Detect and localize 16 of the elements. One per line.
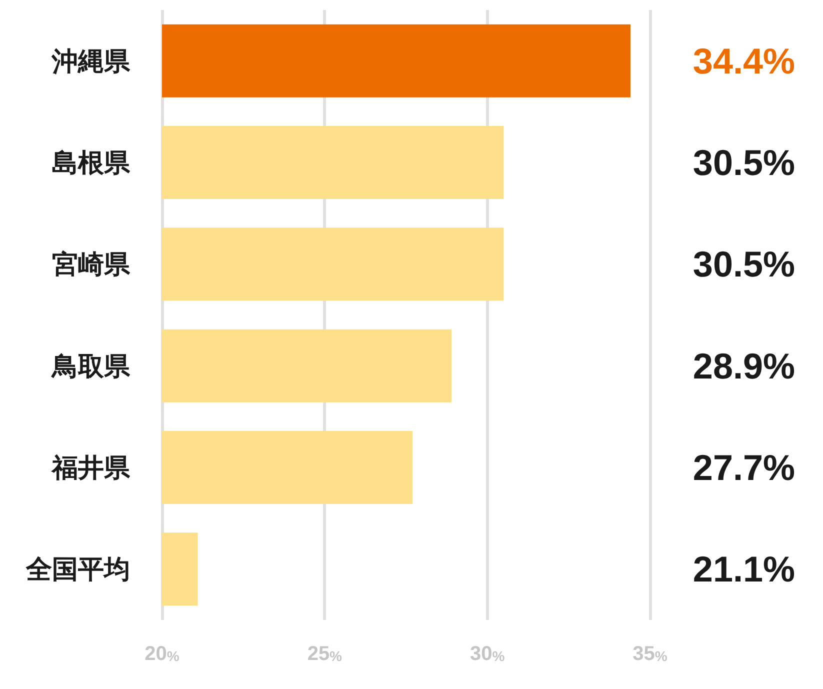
y-tick-label: 鳥取県	[51, 350, 131, 381]
data-label: 30.5%	[692, 244, 795, 285]
data-label: 30.5%	[692, 142, 795, 183]
x-tick-label: 25%	[307, 643, 343, 665]
y-tick-label: 宮崎県	[52, 249, 131, 280]
y-tick-label: 島根県	[52, 148, 131, 178]
data-label: 28.9%	[692, 345, 795, 386]
x-tick-label: 30%	[470, 643, 506, 665]
x-tick-label: 20%	[144, 643, 180, 665]
data-label: 27.7%	[692, 447, 795, 488]
y-tick-label: 全国平均	[25, 554, 130, 584]
data-label: 21.1%	[692, 548, 795, 590]
y-tick-label: 沖縄県	[51, 46, 131, 76]
data-label: 34.4%	[692, 40, 795, 82]
x-tick-label: 35%	[632, 643, 668, 665]
y-tick-label: 福井県	[50, 452, 131, 482]
